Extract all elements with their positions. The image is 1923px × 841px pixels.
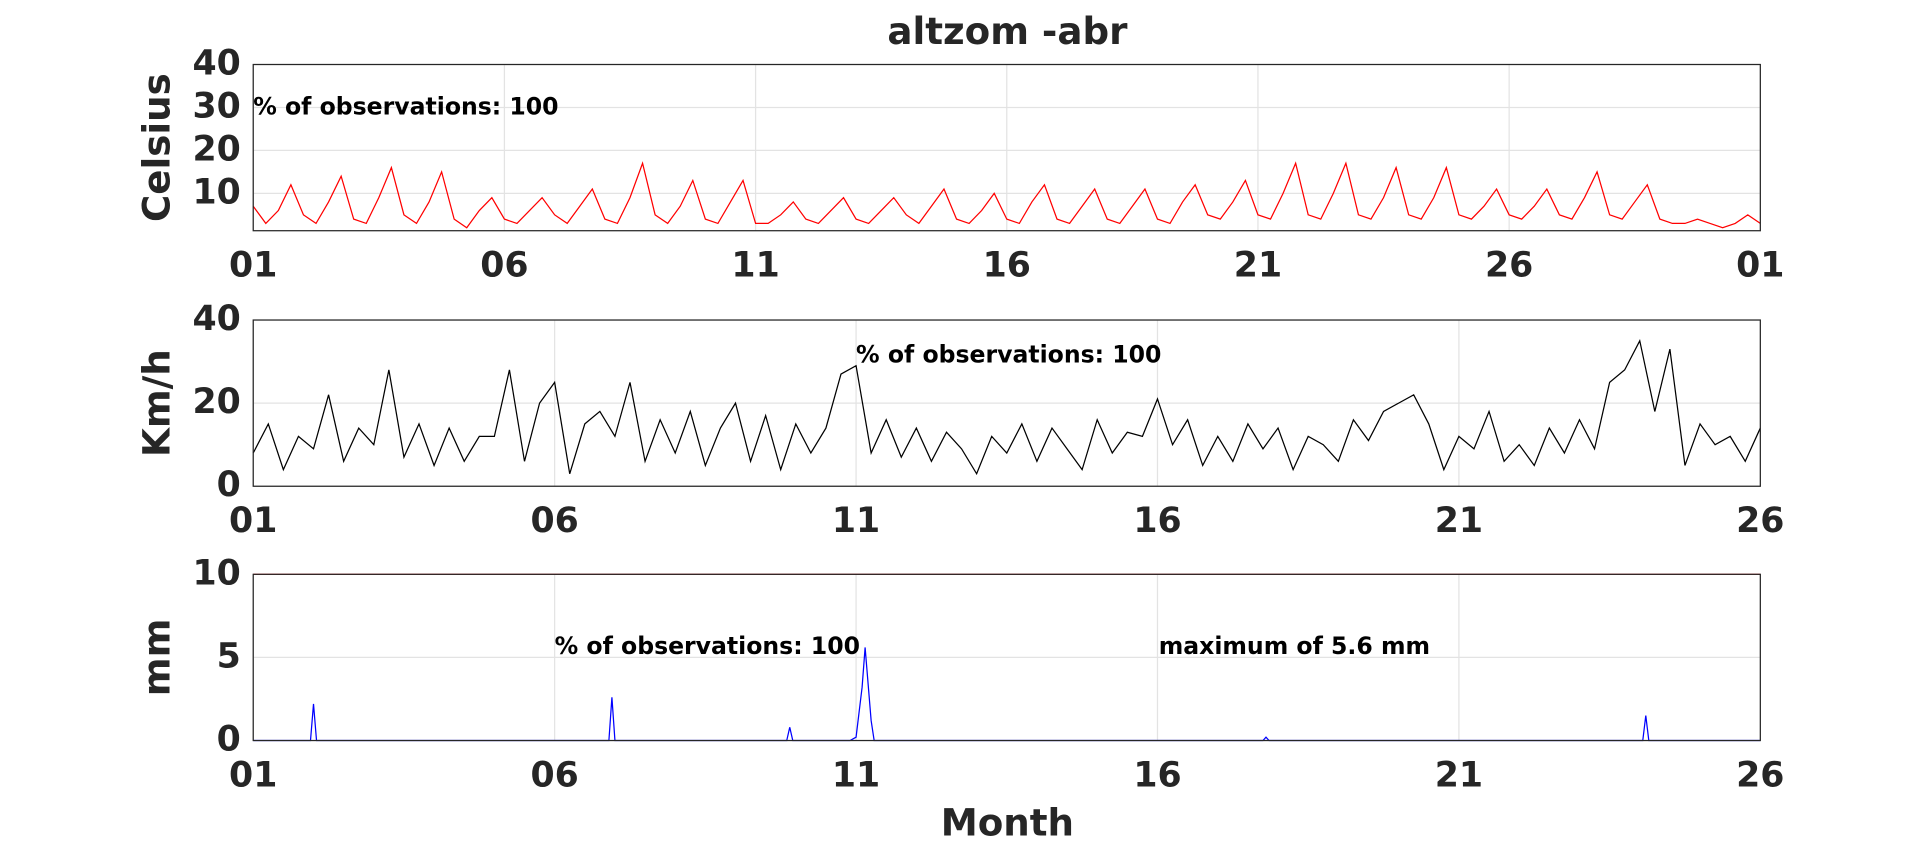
y-tick-label: 40: [192, 44, 240, 84]
x-tick-label: 06: [480, 246, 528, 286]
axes-box: [252, 319, 1761, 487]
chart-title: altzom -abr: [887, 9, 1128, 53]
axes-box: [252, 63, 1761, 232]
y-tick-label: 40: [192, 299, 240, 339]
x-tick-label: 06: [530, 755, 578, 795]
annotation: % of observations: 100: [555, 632, 860, 660]
y-tick-label: 10: [192, 553, 240, 593]
x-tick-label: 11: [731, 246, 779, 286]
x-tick-label: 11: [832, 501, 880, 541]
x-tick-label: 26: [1736, 501, 1784, 541]
x-tick-label: 16: [983, 246, 1031, 286]
y-tick-label: 0: [217, 465, 241, 505]
x-tick-label: 01: [1736, 246, 1784, 286]
x-tick-label: 16: [1133, 755, 1181, 795]
x-tick-label: 06: [530, 501, 578, 541]
annotation: % of observations: 100: [856, 340, 1161, 368]
y-tick-label: 5: [217, 636, 241, 676]
x-axis-label: Month: [941, 800, 1074, 841]
data-line: [252, 161, 1761, 229]
x-tick-label: 21: [1435, 501, 1483, 541]
x-tick-label: 26: [1485, 246, 1533, 286]
y-tick-label: 0: [217, 720, 241, 760]
y-tick-label: 20: [192, 382, 240, 422]
x-tick-label: 01: [229, 755, 277, 795]
y-axis-label: mm: [134, 619, 178, 697]
x-tick-label: 16: [1133, 501, 1181, 541]
data-line: [253, 647, 1761, 742]
axes-box: [252, 573, 1761, 742]
x-tick-label: 21: [1435, 755, 1483, 795]
x-tick-label: 01: [229, 501, 277, 541]
y-tick-label: 30: [192, 86, 240, 126]
annotation: % of observations: 100: [253, 92, 558, 120]
y-tick-label: 20: [192, 129, 240, 169]
x-tick-label: 11: [832, 755, 880, 795]
y-axis-label: Km/h: [134, 349, 178, 457]
data-line: [252, 338, 1761, 476]
y-tick-label: 10: [192, 172, 240, 212]
x-tick-label: 21: [1234, 246, 1282, 286]
annotation: maximum of 5.6 mm: [1159, 632, 1430, 660]
x-tick-label: 26: [1736, 755, 1784, 795]
x-tick-label: 01: [229, 246, 277, 286]
y-axis-label: Celsius: [134, 73, 178, 222]
